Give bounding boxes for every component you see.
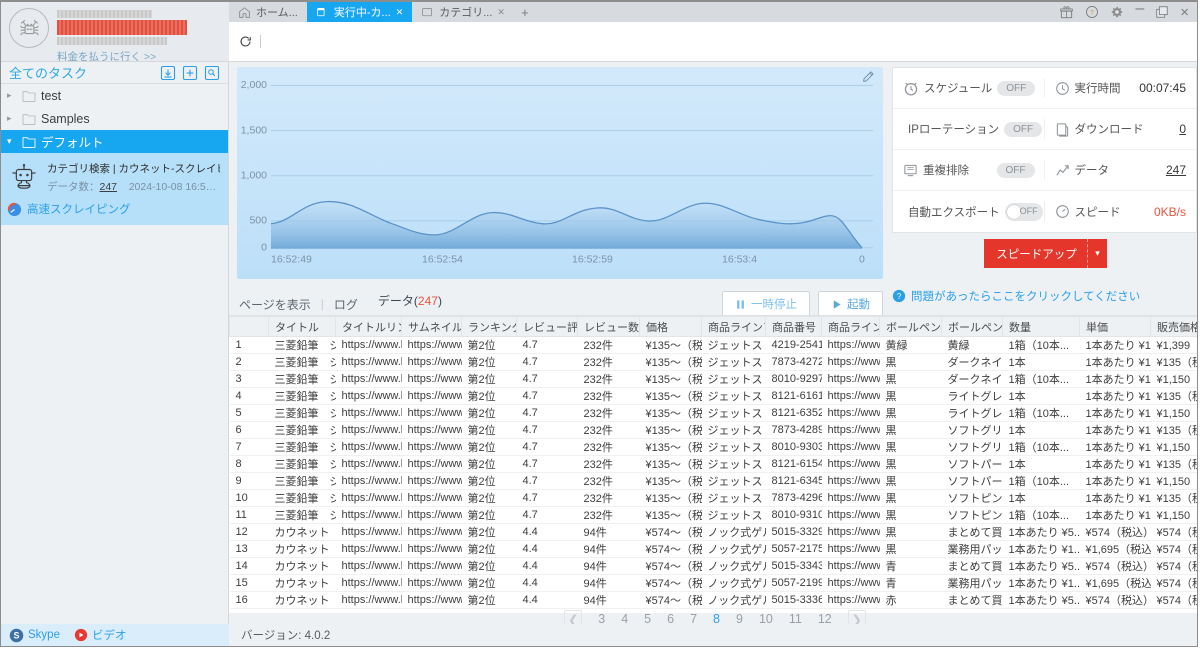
svg-text:2,000: 2,000: [241, 79, 267, 91]
svg-text:1,500: 1,500: [241, 124, 267, 136]
svg-text:0: 0: [261, 241, 267, 253]
svg-text:16:52:54: 16:52:54: [422, 253, 463, 265]
svg-text:500: 500: [249, 215, 267, 227]
svg-text:S: S: [14, 630, 20, 640]
svg-text:1,000: 1,000: [241, 170, 267, 182]
svg-text:16:53:4: 16:53:4: [722, 253, 757, 265]
svg-text:0: 0: [859, 253, 865, 265]
svg-text:?: ?: [897, 292, 902, 301]
svg-text:16:52:49: 16:52:49: [271, 253, 312, 265]
svg-text:16:52:59: 16:52:59: [572, 253, 613, 265]
svg-text:?: ?: [1091, 10, 1095, 17]
